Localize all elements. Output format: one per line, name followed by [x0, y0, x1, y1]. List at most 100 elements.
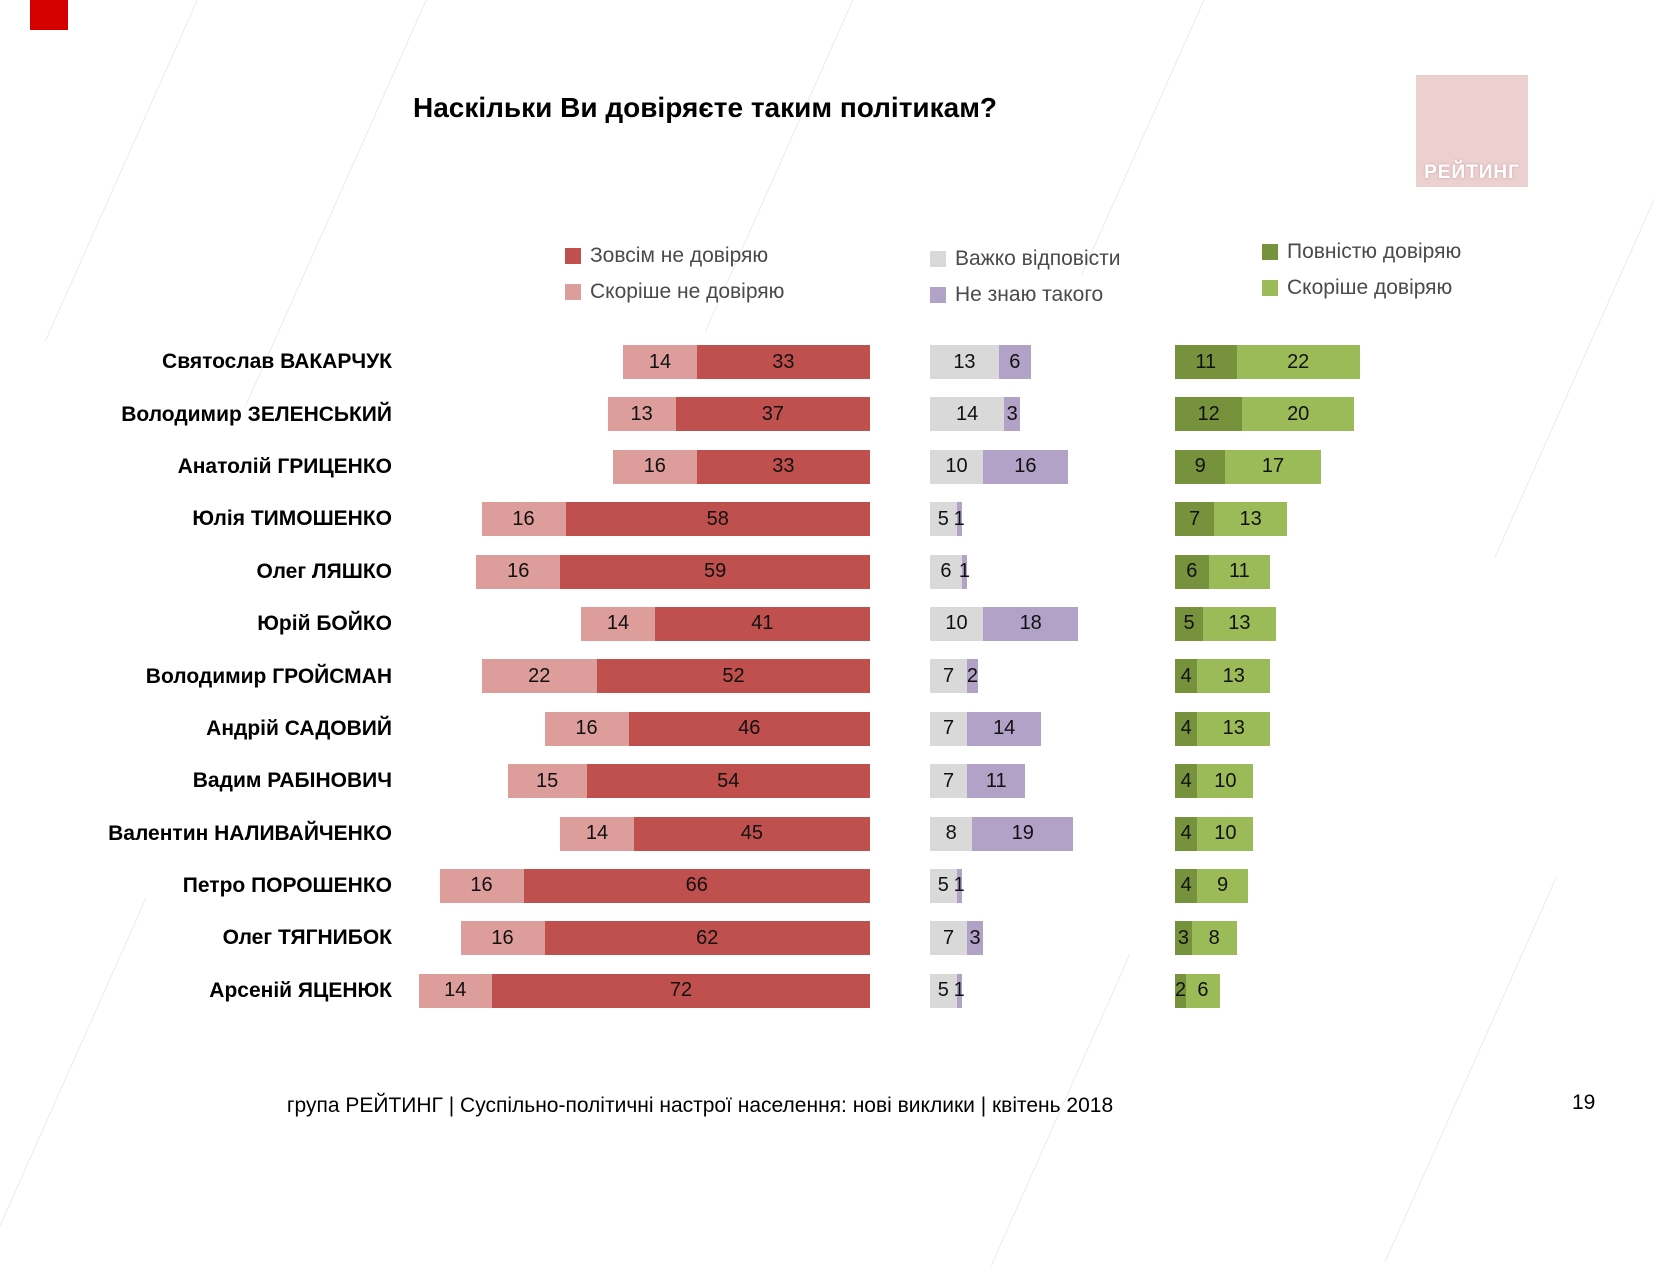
legend-item: Не знаю такого	[930, 283, 1120, 307]
bar-segment: 2	[1175, 973, 1187, 1008]
legend-label: Зовсім не довіряю	[590, 244, 769, 267]
bar-segment: 5	[1175, 606, 1203, 641]
bar-segment: 10	[930, 449, 983, 484]
bar-segment: 7	[930, 659, 968, 694]
bar-segment: 54	[586, 764, 870, 799]
bar-segment: 16	[481, 502, 566, 537]
bar-segment: 13	[1214, 502, 1287, 537]
legend-swatch-gray	[930, 251, 946, 267]
bar-segment: 14	[930, 397, 1005, 432]
bar-segment: 10	[930, 606, 983, 641]
trust-panel: 6 11	[1175, 554, 1455, 589]
legend-label: Важко відповісти	[955, 247, 1121, 270]
bar-segment: 16	[544, 711, 629, 746]
legend-label: Не знаю такого	[955, 283, 1104, 306]
bar-segment: 14	[560, 816, 634, 851]
footer-source-text: група РЕЙТИНГ | Суспільно-політичні наст…	[286, 1094, 1114, 1117]
chart-row: Володимир ЗЕЛЕНСЬКИЙ 13 37 14 3 12 20	[0, 388, 1654, 440]
bar-segment: 13	[607, 397, 676, 432]
chart-row: Анатолій ГРИЦЕНКО 16 33 10 16 9 17	[0, 441, 1654, 493]
legend-swatch-dark-green	[1262, 244, 1278, 260]
bar-segment: 3	[1004, 397, 1021, 432]
bar-segment: 45	[633, 816, 870, 851]
neutral-panel: 14 3	[930, 397, 1180, 432]
trust-panel: 4 10	[1175, 764, 1455, 799]
bar-segment: 9	[1175, 449, 1226, 484]
neutral-panel: 7 11	[930, 764, 1180, 799]
bar-segment: 22	[1236, 345, 1360, 379]
legend-label: Скоріше не довіряю	[590, 280, 785, 303]
bar-segment: 12	[1175, 397, 1243, 432]
bar-segment: 6	[1186, 973, 1220, 1008]
politician-name: Юрій БОЙКО	[257, 612, 392, 636]
bar-segment: 20	[1242, 397, 1355, 432]
trust-panel: 4 10	[1175, 816, 1455, 851]
politician-name: Вадим РАБІНОВИЧ	[192, 769, 392, 793]
bar-segment: 3	[967, 921, 983, 956]
chart-row: Юлія ТИМОШЕНКО 16 58 5 1 7 13	[0, 493, 1654, 545]
bar-segment: 1	[954, 868, 965, 903]
chart-row: Олег ТЯГНИБОК 16 62 7 3 3 8	[0, 912, 1654, 964]
page-title: Наскільки Ви довіряєте таким політикам?	[412, 92, 998, 123]
bar-segment: 14	[967, 711, 1042, 746]
legend-item: Зовсім не довіряю	[565, 244, 784, 268]
politician-name: Арсеній ЯЦЕНЮК	[209, 978, 392, 1002]
chart-row: Володимир ГРОЙСМАН 22 52 7 2 4 13	[0, 650, 1654, 702]
bar-segment: 66	[523, 868, 870, 903]
distrust-panel: 16 33	[410, 449, 870, 484]
bar-segment: 16	[983, 449, 1068, 484]
legend-swatch-pink	[565, 284, 581, 300]
bar-segment: 5	[930, 868, 957, 903]
chart-row: Валентин НАЛИВАЙЧЕНКО 14 45 8 19 4 10	[0, 808, 1654, 860]
bar-segment: 62	[544, 921, 870, 956]
politician-name: Юлія ТИМОШЕНКО	[192, 507, 392, 531]
distrust-panel: 22 52	[410, 659, 870, 694]
bar-segment: 4	[1175, 816, 1198, 851]
bar-segment: 7	[1175, 502, 1215, 537]
bar-segment: 72	[492, 973, 870, 1008]
legend-swatch-dark-red	[565, 248, 581, 264]
bar-segment: 16	[460, 921, 545, 956]
neutral-panel: 13 6	[930, 345, 1180, 379]
trust-panel: 4 13	[1175, 711, 1455, 746]
bar-segment: 13	[1197, 659, 1271, 694]
bar-segment: 13	[930, 345, 999, 379]
distrust-panel: 16 66	[410, 868, 870, 903]
neutral-panel: 10 18	[930, 606, 1180, 641]
legend-neutral: Важко відповісти Не знаю такого	[930, 247, 1120, 307]
bar-segment: 6	[998, 345, 1031, 379]
bar-segment: 7	[930, 764, 968, 799]
bar-segment: 33	[696, 449, 870, 484]
distrust-panel: 16 46	[410, 711, 870, 746]
legend-item: Скоріше довіряю	[1262, 276, 1461, 300]
legend-label: Скоріше довіряю	[1287, 276, 1453, 299]
bar-segment: 22	[481, 659, 597, 694]
legend-swatch-purple	[930, 287, 946, 303]
bar-segment: 6	[1175, 554, 1209, 589]
politician-name: Анатолій ГРИЦЕНКО	[177, 454, 392, 478]
distrust-panel: 14 45	[410, 816, 870, 851]
chart-row: Святослав ВАКАРЧУК 14 33 13 6 11 22	[0, 336, 1654, 388]
chart-row: Петро ПОРОШЕНКО 16 66 5 1 4 9	[0, 860, 1654, 912]
chart-row: Юрій БОЙКО 14 41 10 18 5 13	[0, 598, 1654, 650]
bar-segment: 4	[1175, 868, 1198, 903]
distrust-panel: 16 59	[410, 554, 870, 589]
legend-swatch-light-green	[1262, 280, 1278, 296]
bar-segment: 6	[930, 554, 962, 589]
background-line	[44, 0, 217, 343]
bar-segment: 1	[954, 502, 965, 537]
page-number: 19	[1572, 1091, 1596, 1114]
politician-name: Володимир ГРОЙСМАН	[145, 664, 392, 688]
legend-item: Важко відповісти	[930, 247, 1120, 271]
chart-row: Вадим РАБІНОВИЧ 15 54 7 11 4 10	[0, 755, 1654, 807]
politician-name: Петро ПОРОШЕНКО	[182, 874, 392, 898]
neutral-panel: 10 16	[930, 449, 1180, 484]
bar-segment: 52	[597, 659, 870, 694]
distrust-panel: 16 58	[410, 502, 870, 537]
bar-segment: 5	[930, 973, 957, 1008]
